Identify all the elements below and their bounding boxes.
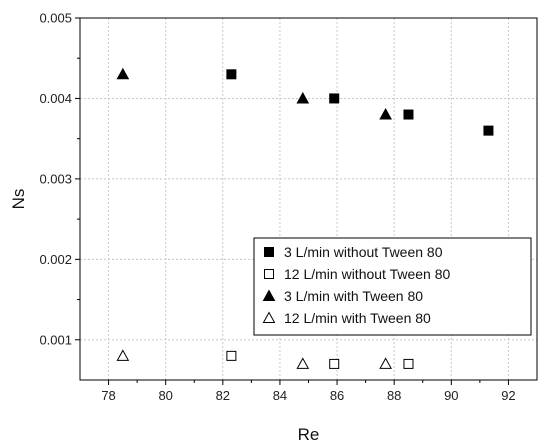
- axis-ticks: [75, 17, 509, 385]
- legend-label-2: 12 L/min without Tween 80: [284, 266, 451, 282]
- data-point-series-3: [296, 91, 310, 104]
- data-point-series-2: [403, 358, 414, 369]
- legend-box: [253, 237, 532, 336]
- data-point-series-1: [483, 125, 494, 136]
- data-points: [116, 67, 494, 369]
- x-tick-label: 78: [101, 388, 115, 403]
- x-tick-label: 88: [387, 388, 401, 403]
- y-tick-label: 0.002: [39, 252, 72, 267]
- legend: 3 L/min without Tween 80 12 L/min without…: [253, 237, 532, 336]
- legend-marker-2: [264, 269, 274, 279]
- legend-marker-3: [262, 289, 276, 301]
- x-tick-label: 84: [273, 388, 287, 403]
- data-point-series-1: [403, 109, 414, 120]
- y-tick-label: 0.005: [39, 11, 72, 26]
- legend-marker-4: [262, 311, 276, 323]
- y-tick-label: 0.003: [39, 171, 72, 186]
- x-tick-label: 82: [216, 388, 230, 403]
- data-point-series-4: [116, 349, 130, 361]
- data-point-series-3: [379, 107, 392, 120]
- data-point-series-4: [296, 357, 310, 369]
- x-axis-label: Re: [298, 425, 320, 444]
- data-point-series-4: [379, 357, 392, 369]
- tick-labels: 78 80 82 84 86 88 90 92 0.001 0.002 0.003 0.004 0.00…: [39, 11, 515, 404]
- legend-label-1: 3 L/min without Tween 80: [284, 244, 443, 260]
- legend-label-4: 12 L/min with Tween 80: [284, 310, 431, 326]
- x-tick-label: 90: [444, 388, 458, 403]
- y-axis-label: Ns: [9, 189, 28, 210]
- data-point-series-3: [116, 67, 130, 80]
- y-tick-label: 0.001: [39, 332, 72, 347]
- y-tick-label: 0.004: [39, 91, 72, 106]
- data-point-series-1: [226, 69, 237, 80]
- x-tick-label: 92: [501, 388, 515, 403]
- x-tick-label: 80: [158, 388, 172, 403]
- legend-label-3: 3 L/min with Tween 80: [284, 288, 423, 304]
- data-point-series-2: [226, 350, 237, 361]
- data-point-series-2: [329, 358, 340, 369]
- x-tick-label: 86: [330, 388, 344, 403]
- legend-marker-1: [264, 247, 274, 257]
- data-point-series-1: [329, 93, 340, 104]
